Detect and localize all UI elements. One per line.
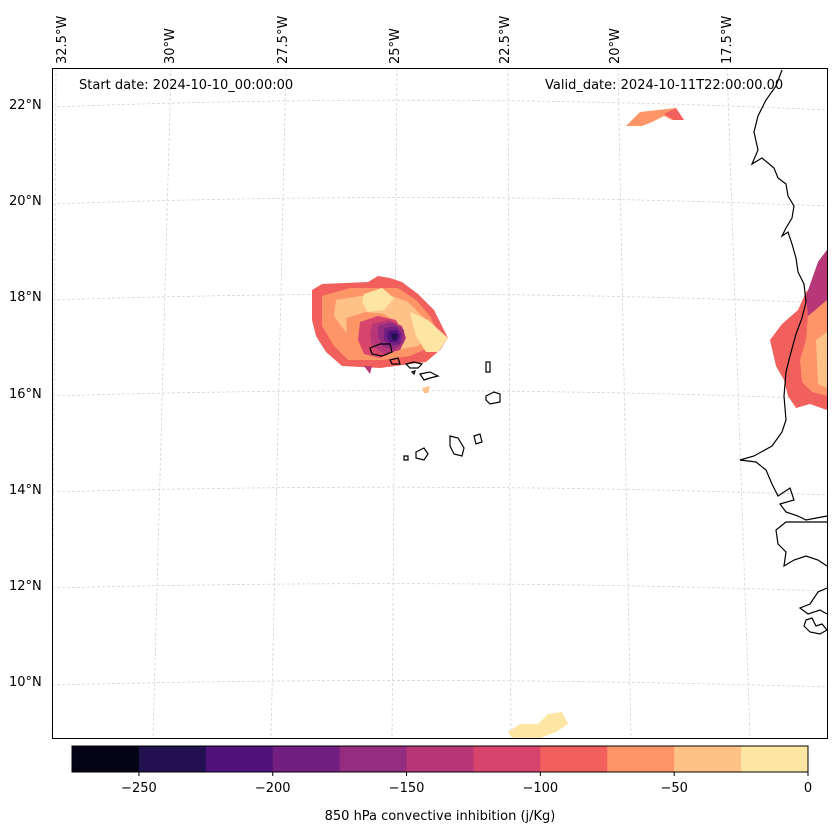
colorbar-segment [674, 746, 742, 772]
colorbar-tick-label: 0 [803, 781, 813, 796]
island-brava [403, 455, 409, 461]
colorbar-segment [339, 746, 408, 772]
colorbar-segment [205, 746, 274, 772]
cin-region-pale [362, 288, 394, 312]
colorbar-segment [72, 746, 140, 772]
cabo-verde-islands [369, 343, 501, 461]
valid-date-label: Valid_date: 2024-10-11T22:00:00.00 [545, 78, 784, 93]
colorbar-tick-label: −100 [522, 781, 559, 796]
lat-label: 20°N [9, 194, 42, 209]
colorbar-segment [272, 746, 341, 772]
lon-label: 32.5°W [55, 15, 70, 64]
island-sao-nicolau [404, 361, 424, 369]
colorbar-segment [741, 746, 809, 772]
colorbar-segment [540, 746, 608, 772]
colorbar-segment [607, 746, 675, 772]
lat-label: 18°N [9, 290, 42, 305]
lat-label: 22°N [9, 98, 42, 113]
lon-label: 27.5°W [276, 15, 291, 64]
lon-label: 20°W [608, 28, 623, 64]
island-sal [485, 361, 491, 373]
colorbar-segment [473, 746, 541, 772]
map-frame [52, 68, 828, 739]
lat-label: 16°N [9, 387, 42, 402]
colorbar-label: 850 hPa convective inhibition (j/Kg) [324, 809, 556, 824]
island-boa-vista-north [419, 371, 440, 381]
island-santiago [449, 435, 465, 457]
island-boa-vista [485, 391, 501, 405]
lon-label: 17.5°W [720, 15, 735, 64]
graticule [51, 67, 828, 739]
colorbar-segment [138, 746, 207, 772]
lat-label: 10°N [9, 675, 42, 690]
colorbar-frame [71, 745, 809, 773]
lon-label: 30°W [163, 28, 178, 64]
cin-region-pale-east [410, 312, 448, 352]
colorbar-tick-label: −200 [254, 781, 291, 796]
cin-field-east [770, 250, 827, 410]
colorbar-tick-label: −250 [121, 781, 157, 796]
cin-field-main [312, 276, 448, 393]
island-maio [473, 433, 483, 445]
cin-field-north [626, 108, 684, 126]
cin-region-tail [364, 366, 372, 374]
colorbar-tick-label: −50 [660, 781, 688, 796]
start-date-label: Start date: 2024-10-10_00:00:00 [79, 78, 294, 93]
colorbar-segment [406, 746, 474, 772]
cin-field-south [508, 712, 568, 738]
lon-label: 22.5°W [498, 15, 513, 64]
cin-region-core [391, 333, 398, 340]
colorbar [71, 745, 809, 776]
colorbar-tick-label: −150 [388, 781, 425, 796]
island-sao-vicente [389, 357, 401, 365]
island-santo-antao [369, 343, 393, 357]
island-santa-luzia [410, 370, 416, 376]
lat-label: 12°N [9, 579, 42, 594]
island-fogo [415, 447, 429, 461]
cin-region-speck [422, 386, 430, 393]
lat-label: 14°N [9, 483, 42, 498]
lon-label: 25°W [388, 28, 403, 64]
